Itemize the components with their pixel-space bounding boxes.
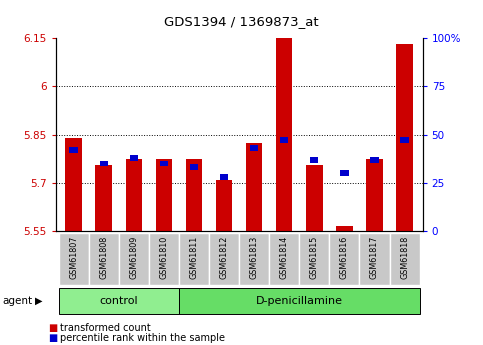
Bar xyxy=(276,0,293,231)
Bar xyxy=(156,159,172,231)
Text: GSM61813: GSM61813 xyxy=(250,235,258,279)
Bar xyxy=(65,138,82,231)
Bar xyxy=(366,159,383,231)
Bar xyxy=(70,147,78,153)
Text: GSM61808: GSM61808 xyxy=(99,235,108,279)
Bar xyxy=(58,233,89,285)
Bar xyxy=(246,142,262,231)
Bar xyxy=(220,174,228,180)
Text: agent: agent xyxy=(2,296,32,306)
Bar xyxy=(209,233,239,285)
Text: GSM61818: GSM61818 xyxy=(400,235,409,279)
Text: ■: ■ xyxy=(48,333,57,343)
Text: GSM61817: GSM61817 xyxy=(370,235,379,279)
Text: GSM61811: GSM61811 xyxy=(189,235,199,279)
Bar xyxy=(190,165,198,170)
Bar xyxy=(269,233,299,285)
Bar xyxy=(329,233,359,285)
Text: control: control xyxy=(99,296,138,306)
Bar xyxy=(359,233,389,285)
Text: GSM61816: GSM61816 xyxy=(340,235,349,279)
Text: GDS1394 / 1369873_at: GDS1394 / 1369873_at xyxy=(164,16,319,29)
Text: transformed count: transformed count xyxy=(60,323,151,333)
Bar xyxy=(340,170,349,176)
Bar xyxy=(389,233,420,285)
Bar xyxy=(250,145,258,151)
Bar xyxy=(396,45,413,231)
Bar xyxy=(306,165,323,231)
Text: GSM61810: GSM61810 xyxy=(159,235,169,279)
Bar xyxy=(99,161,108,166)
Bar xyxy=(129,155,138,161)
Text: GSM61807: GSM61807 xyxy=(69,235,78,279)
Bar xyxy=(336,226,353,231)
Bar xyxy=(96,165,112,231)
Bar xyxy=(160,161,168,166)
Bar xyxy=(280,137,288,143)
Text: ■: ■ xyxy=(48,323,57,333)
Text: percentile rank within the sample: percentile rank within the sample xyxy=(60,333,226,343)
Bar xyxy=(149,233,179,285)
Bar xyxy=(119,233,149,285)
Bar xyxy=(216,180,232,231)
Text: GSM61815: GSM61815 xyxy=(310,235,319,279)
Text: D-penicillamine: D-penicillamine xyxy=(256,296,343,306)
Text: GSM61814: GSM61814 xyxy=(280,235,289,279)
Text: GSM61809: GSM61809 xyxy=(129,235,138,279)
Text: ▶: ▶ xyxy=(35,296,43,306)
Bar xyxy=(185,159,202,231)
Bar xyxy=(179,233,209,285)
Bar xyxy=(126,159,142,231)
Text: GSM61812: GSM61812 xyxy=(220,235,228,279)
Bar xyxy=(89,233,119,285)
Bar xyxy=(58,288,179,314)
Bar xyxy=(400,137,409,143)
Bar xyxy=(310,157,318,162)
Bar xyxy=(179,288,420,314)
Bar xyxy=(370,157,379,162)
Bar xyxy=(239,233,269,285)
Bar xyxy=(299,233,329,285)
